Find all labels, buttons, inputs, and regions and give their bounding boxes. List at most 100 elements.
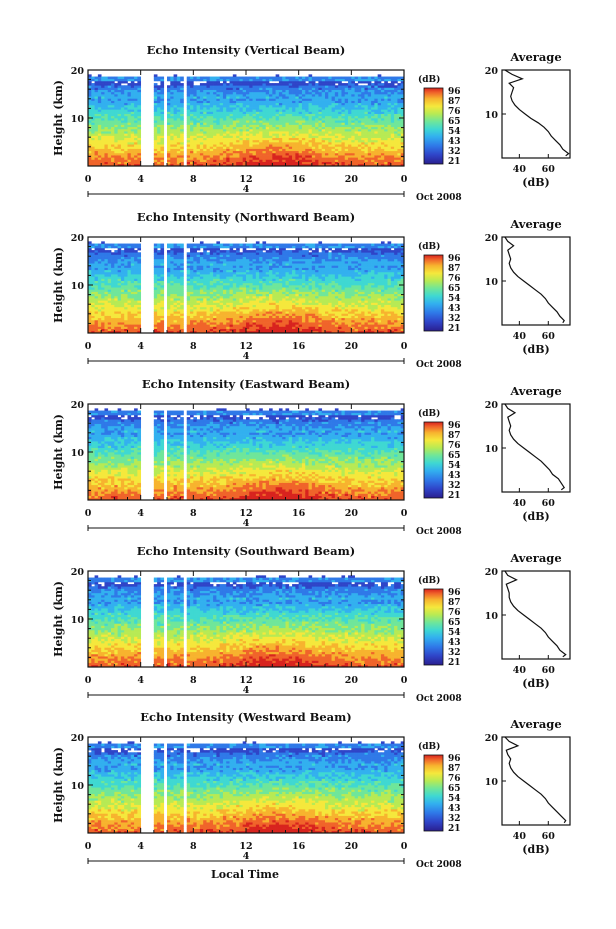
heatmap-cell: [246, 122, 250, 125]
heatmap-cell: [272, 85, 276, 88]
heatmap-cell: [101, 115, 105, 119]
heatmap-cell: [222, 89, 227, 93]
heatmap-cell: [354, 144, 359, 147]
heatmap-cell: [367, 91, 372, 95]
heatmap-cell: [394, 118, 398, 121]
heatmap-cell: [157, 120, 161, 123]
heatmap-cell: [259, 107, 263, 110]
heatmap-cell: [157, 152, 161, 156]
heatmap-cell: [94, 94, 99, 97]
heatmap-cell: [190, 94, 194, 97]
heatmap-cell: [357, 148, 362, 152]
heatmap-cell: [137, 102, 142, 106]
heatmap-cell: [259, 128, 263, 132]
heatmap-cell: [226, 135, 230, 138]
heatmap-cell: [318, 142, 323, 145]
heatmap-cell: [111, 137, 115, 141]
heatmap-cell: [357, 87, 362, 90]
heatmap-cell: [170, 131, 174, 134]
heatmap-cell: [176, 269, 181, 273]
heatmap-cell: [114, 285, 118, 288]
heatmap-cell: [236, 137, 240, 141]
heatmap-cell: [193, 295, 197, 299]
heatmap-cell: [203, 258, 207, 262]
heatmap-cell: [384, 150, 388, 154]
heatmap-cell: [104, 152, 109, 156]
heatmap-cell: [157, 254, 161, 257]
heatmap-cell: [229, 157, 234, 160]
heatmap-cell: [328, 76, 332, 80]
heatmap-cell: [134, 104, 138, 108]
heatmap-cell: [137, 324, 142, 327]
heatmap-cell: [91, 324, 95, 327]
heatmap-cell: [325, 157, 329, 160]
heatmap-cell: [94, 98, 99, 101]
heatmap-cell: [199, 107, 204, 110]
heatmap-cell: [124, 131, 128, 134]
heatmap-cell: [249, 87, 253, 90]
heatmap-cell: [117, 144, 122, 147]
heatmap-cell: [157, 278, 161, 281]
heatmap-cell: [130, 285, 135, 288]
heatmap-cell: [351, 150, 355, 154]
heatmap-cell: [229, 135, 234, 138]
heatmap-cell: [351, 83, 355, 86]
heatmap-cell: [394, 124, 398, 128]
heatmap-cell: [157, 280, 161, 284]
heatmap-cell: [91, 118, 95, 121]
heatmap-cell: [186, 289, 191, 292]
heatmap-cell: [338, 159, 342, 162]
heatmap-cell: [387, 78, 392, 82]
heatmap-cell: [275, 102, 280, 106]
heatmap-cell: [160, 302, 165, 305]
heatmap-cell: [321, 150, 326, 154]
heatmap-cell: [127, 278, 132, 281]
heatmap-cell: [176, 135, 181, 138]
heatmap-cell: [176, 291, 181, 295]
heatmap-cell: [292, 100, 296, 104]
x-tick-label: 0: [401, 174, 408, 185]
heatmap-cell: [124, 115, 128, 119]
heatmap-cell: [354, 89, 359, 93]
heatmap-cell: [130, 322, 135, 325]
heatmap-cell: [114, 311, 118, 314]
heatmap-cell: [328, 107, 332, 110]
heatmap-cell: [361, 157, 365, 160]
heatmap-cell: [206, 78, 211, 82]
heatmap-cell: [111, 265, 115, 268]
heatmap-cell: [199, 144, 204, 147]
heatmap-cell: [259, 146, 263, 149]
heatmap-cell: [114, 261, 118, 264]
heatmap-cell: [170, 261, 174, 264]
heatmap-cell: [193, 104, 197, 108]
heatmap-cell: [130, 289, 135, 292]
heatmap-cell: [127, 118, 132, 121]
heatmap-cell: [262, 102, 267, 106]
heatmap-cell: [94, 107, 99, 110]
average-y-tick-label: 10: [485, 110, 499, 121]
heatmap-cell: [367, 142, 372, 145]
heatmap-cell: [387, 120, 392, 123]
heatmap-cell: [292, 89, 296, 93]
heatmap-cell: [390, 148, 395, 152]
heatmap-cell: [199, 137, 204, 141]
heatmap-cell: [364, 89, 369, 93]
heatmap-cell: [97, 94, 102, 97]
heatmap-cell: [193, 269, 197, 273]
heatmap-cell: [325, 107, 329, 110]
heatmap-cell: [361, 89, 365, 93]
heatmap-cell: [367, 122, 372, 125]
heatmap-cell: [167, 313, 171, 316]
heatmap-cell: [134, 291, 138, 295]
heatmap-cell: [114, 133, 118, 136]
heatmap-cell: [275, 115, 280, 119]
heatmap-cell: [334, 159, 339, 162]
heatmap-cell: [153, 102, 158, 106]
heatmap-cell: [193, 254, 197, 257]
heatmap-cell: [97, 91, 102, 95]
heatmap-cell: [160, 122, 165, 125]
heatmap-cell: [232, 150, 237, 154]
heatmap-cell: [157, 245, 161, 249]
heatmap-cell: [255, 157, 260, 160]
heatmap-cell: [272, 102, 276, 106]
